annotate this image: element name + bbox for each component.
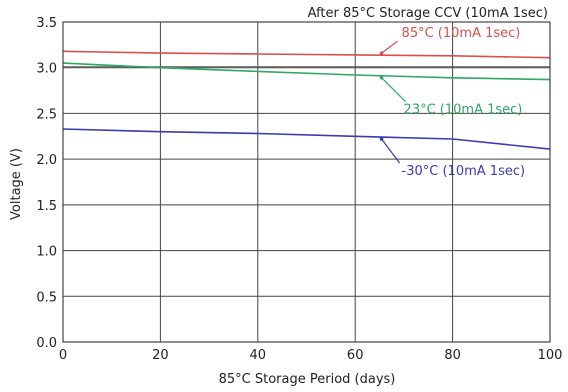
y-tick-label: 3.0 [36, 62, 57, 77]
series-line [62, 62, 551, 81]
annotation-marker [379, 51, 384, 55]
annotation-marker [379, 75, 384, 80]
series-label: -30°C (10mA 1sec) [402, 164, 526, 179]
x-tick-label: 40 [250, 348, 267, 363]
series-label: 85°C (10mA 1sec) [402, 26, 521, 41]
plot-frame [62, 21, 551, 343]
series-line [62, 50, 551, 59]
grid [62, 21, 551, 343]
series-lines [62, 50, 551, 150]
y-tick-label: 1.0 [36, 245, 57, 260]
annotation-marker [379, 137, 384, 141]
annotations: 85°C (10mA 1sec) 23°C (10mA 1sec) -30°C (1… [379, 26, 526, 179]
series-label: 23°C (10mA 1sec) [404, 103, 523, 118]
series-line [62, 128, 551, 150]
x-tick-label: 80 [444, 348, 461, 363]
chart-title: After 85°C Storage CCV (10mA 1sec) [308, 6, 548, 21]
y-tick-label: 0.5 [36, 290, 57, 305]
x-tick-label: 0 [59, 348, 67, 363]
y-axis-label: Voltage (V) [9, 148, 24, 220]
x-tick-label: 100 [538, 348, 563, 363]
tick-labels: 0 20 40 60 80 100 0.0 0.5 1.0 1.5 2.0 2.5 3.0 3.5 [36, 16, 562, 363]
y-tick-label: 2.5 [36, 107, 57, 122]
x-tick-label: 60 [347, 348, 364, 363]
x-tick-label: 20 [152, 348, 169, 363]
x-axis-label: 85°C Storage Period (days) [219, 372, 396, 387]
annotation-leader [381, 77, 406, 103]
y-tick-label: 2.0 [36, 153, 57, 168]
annotation-leader [381, 40, 398, 54]
y-tick-label: 0.0 [36, 336, 57, 351]
y-tick-label: 3.5 [36, 16, 57, 31]
annotation-leader [381, 138, 401, 164]
y-tick-label: 1.5 [36, 199, 57, 214]
